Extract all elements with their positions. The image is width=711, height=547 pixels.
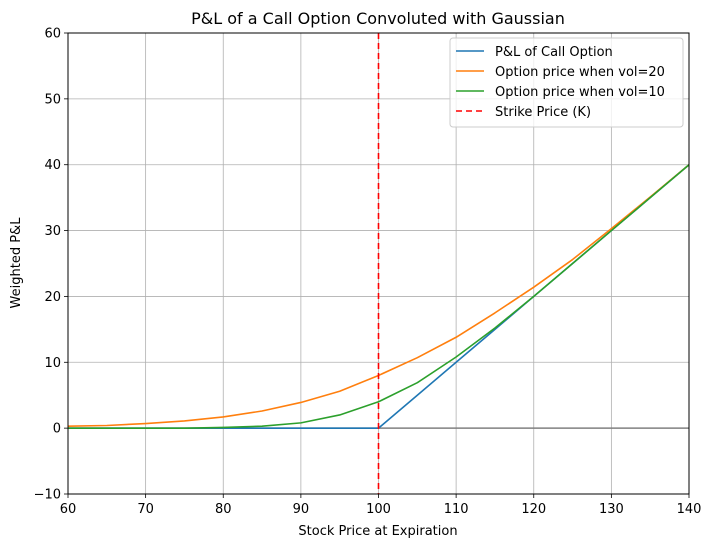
y-axis: −10 0 10 20 30 40 50 60 bbox=[34, 27, 68, 503]
legend: P&L of Call Option Option price when vol=… bbox=[449, 37, 684, 128]
chart-title: P&L of a Call Option Convoluted with Gau… bbox=[191, 9, 565, 28]
plot-lines bbox=[67, 33, 690, 494]
y-tick-label: −10 bbox=[34, 488, 61, 503]
y-tick-label: 10 bbox=[44, 356, 61, 371]
x-tick-label: 70 bbox=[137, 502, 154, 517]
x-tick-label: 100 bbox=[366, 502, 391, 517]
x-axis: 60 70 80 90 100 110 120 130 140 bbox=[60, 494, 702, 517]
legend-label: P&L of Call Option bbox=[495, 45, 613, 60]
x-tick-label: 140 bbox=[677, 502, 702, 517]
x-tick-label: 80 bbox=[215, 502, 232, 517]
x-tick-label: 110 bbox=[444, 502, 469, 517]
y-tick-label: 20 bbox=[44, 290, 61, 305]
legend-label: Option price when vol=20 bbox=[495, 65, 665, 80]
x-tick-label: 90 bbox=[293, 502, 310, 517]
x-tick-label: 130 bbox=[599, 502, 624, 517]
y-axis-label: Weighted P&L bbox=[9, 217, 24, 309]
y-tick-label: 0 bbox=[53, 422, 61, 437]
series-line-3 bbox=[68, 164, 690, 429]
legend-box bbox=[449, 37, 684, 128]
x-axis-label: Stock Price at Expiration bbox=[298, 524, 457, 539]
y-tick-label: 30 bbox=[44, 224, 61, 239]
y-tick-label: 50 bbox=[44, 92, 61, 107]
x-tick-label: 120 bbox=[521, 502, 546, 517]
legend-label: Strike Price (K) bbox=[495, 105, 591, 120]
y-tick-label: 60 bbox=[44, 27, 61, 42]
x-tick-label: 60 bbox=[60, 502, 77, 517]
y-tick-label: 40 bbox=[44, 158, 61, 173]
legend-label: Option price when vol=10 bbox=[495, 85, 665, 100]
